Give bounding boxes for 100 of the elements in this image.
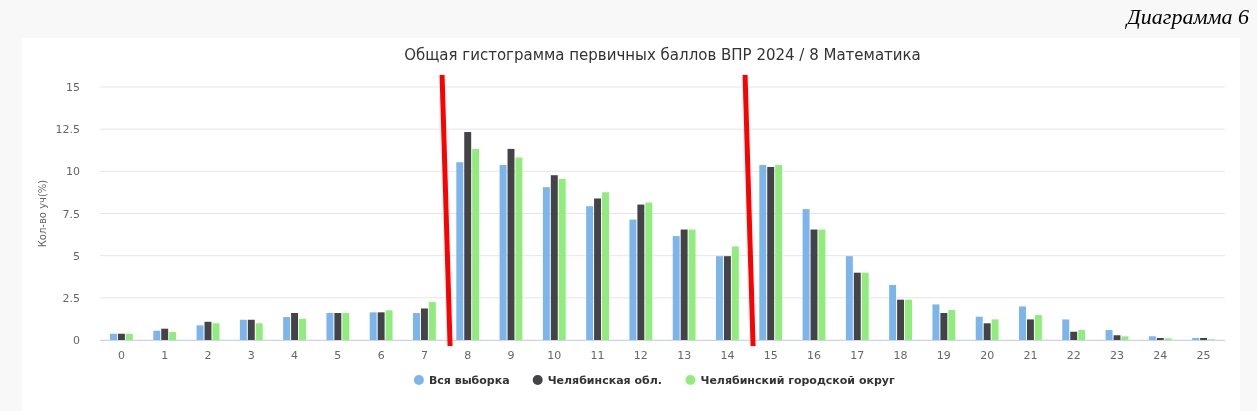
- y-tick-label: 2.5: [62, 291, 80, 305]
- bar: [759, 164, 767, 340]
- bar: [550, 175, 558, 340]
- bar: [731, 246, 739, 340]
- bar: [1070, 331, 1078, 340]
- x-tick-label: 8: [464, 349, 472, 362]
- bar: [637, 204, 645, 340]
- bar: [1062, 319, 1070, 340]
- bar: [1200, 337, 1208, 340]
- y-tick-label: 0: [73, 334, 80, 347]
- bar: [767, 166, 775, 340]
- bar: [940, 313, 948, 340]
- bar: [688, 229, 696, 340]
- bar: [117, 333, 125, 340]
- bar: [161, 328, 169, 340]
- x-tick-label: 21: [1023, 349, 1038, 362]
- bar: [889, 285, 897, 340]
- x-tick-label: 19: [936, 349, 951, 362]
- bar: [948, 309, 956, 340]
- bar: [196, 325, 204, 340]
- y-axis-title: Кол-во уч(%): [37, 179, 48, 248]
- x-tick-label: 15: [763, 349, 778, 362]
- bar: [125, 333, 133, 340]
- bar: [897, 299, 905, 340]
- x-tick-label: 11: [590, 349, 605, 362]
- x-tick-label: 3: [247, 349, 255, 362]
- bar: [932, 304, 940, 340]
- bar: [818, 229, 826, 340]
- bar: [845, 256, 853, 340]
- bar: [472, 148, 480, 340]
- y-tick-label: 15: [66, 81, 80, 94]
- bar: [1113, 335, 1121, 340]
- x-tick-label: 6: [377, 349, 385, 362]
- bar: [602, 192, 609, 340]
- bar: [542, 187, 550, 340]
- x-tick-label: 14: [720, 349, 735, 362]
- bar: [291, 313, 299, 340]
- x-tick-label: 10: [547, 349, 562, 362]
- bar: [983, 323, 991, 340]
- x-tick-label: 25: [1196, 349, 1211, 362]
- bar: [586, 206, 594, 340]
- y-tick-label: 12.5: [55, 123, 80, 137]
- y-tick-label: 7.5: [62, 207, 80, 221]
- bar: [212, 323, 220, 340]
- x-tick-label: 18: [893, 349, 908, 362]
- x-tick-label: 9: [507, 349, 515, 362]
- chart-title: Общая гистограмма первичных баллов ВПР 2024 / 8 Математика: [404, 46, 921, 64]
- bar: [853, 272, 861, 340]
- bar: [1019, 306, 1026, 340]
- bar: [905, 299, 912, 340]
- bar: [420, 308, 428, 340]
- bar: [991, 319, 999, 340]
- bar: [680, 229, 688, 340]
- bar: [464, 132, 472, 340]
- x-tick-label: 1: [161, 349, 169, 362]
- bar: [428, 302, 436, 340]
- bar: [377, 312, 385, 340]
- x-tick-label: 4: [291, 349, 299, 362]
- bar: [802, 209, 810, 340]
- x-tick-label: 16: [807, 349, 821, 362]
- x-tick-label: 20: [980, 349, 995, 362]
- bar: [169, 332, 177, 340]
- x-tick-label: 22: [1066, 349, 1081, 362]
- x-tick-label: 5: [334, 349, 342, 362]
- bar: [299, 318, 306, 340]
- bar: [499, 164, 507, 340]
- bar: [558, 178, 566, 340]
- x-tick-label: 23: [1110, 349, 1124, 362]
- bar: [342, 313, 350, 340]
- legend-label: Челябинский городской округ: [700, 374, 895, 387]
- bar: [413, 313, 420, 340]
- x-tick-label: 17: [850, 349, 865, 362]
- bar: [672, 236, 680, 340]
- x-tick-label: 0: [117, 349, 125, 362]
- bar: [369, 312, 377, 340]
- bar: [334, 313, 342, 340]
- bar: [110, 333, 117, 340]
- bar: [775, 164, 783, 340]
- x-tick-label: 12: [633, 349, 648, 362]
- y-tick-label: 10: [66, 165, 80, 179]
- bar: [723, 256, 731, 340]
- bar: [456, 162, 464, 340]
- text: Диаграмма 6: [1124, 4, 1249, 29]
- bar: [1034, 315, 1042, 340]
- bar: [629, 219, 637, 340]
- bar: [515, 157, 523, 340]
- bar: [975, 316, 983, 340]
- bar: [255, 323, 263, 340]
- bar: [1026, 319, 1034, 340]
- bar: [283, 317, 291, 340]
- y-tick-label: 5: [73, 249, 80, 263]
- bar: [861, 272, 869, 340]
- legend-label: Вся выборка: [428, 374, 510, 387]
- bar: [1156, 337, 1164, 340]
- bar: [1192, 337, 1200, 340]
- bar: [247, 319, 255, 340]
- bar: [1121, 336, 1129, 340]
- legend-label: Челябинская обл.: [547, 374, 662, 387]
- bar: [716, 256, 723, 340]
- bar: [1105, 330, 1113, 340]
